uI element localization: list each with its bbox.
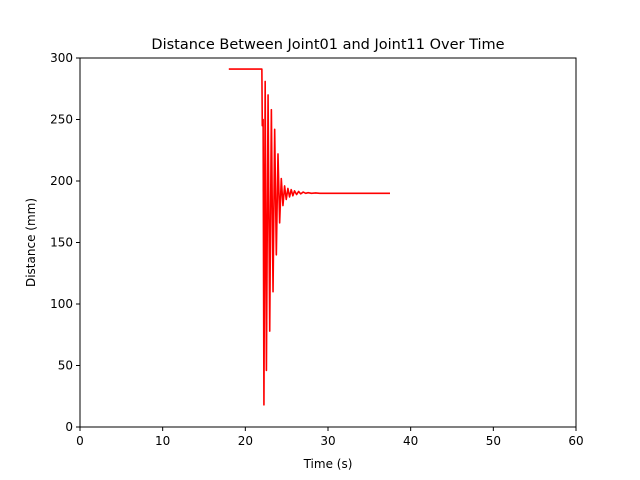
y-tick-label: 50 bbox=[58, 359, 73, 373]
x-tick-label: 60 bbox=[568, 434, 583, 448]
plot-area bbox=[79, 57, 577, 428]
y-axis-label: Distance (mm) bbox=[24, 198, 38, 287]
series-line-0 bbox=[228, 68, 390, 406]
y-tick-label: 150 bbox=[50, 236, 73, 250]
y-tick-label: 300 bbox=[50, 51, 73, 65]
y-tick-label: 250 bbox=[50, 113, 73, 127]
x-tick-label: 20 bbox=[238, 434, 253, 448]
y-tick-label: 0 bbox=[65, 420, 73, 434]
x-axis-ticks: 0 10 20 30 40 50 60 bbox=[76, 427, 584, 448]
x-axis-label: Time (s) bbox=[303, 457, 353, 471]
x-tick-label: 0 bbox=[76, 434, 84, 448]
y-axis-ticks: 0 50 100 150 200 250 300 bbox=[50, 51, 80, 434]
y-tick-label: 100 bbox=[50, 297, 73, 311]
series-layer bbox=[228, 68, 390, 406]
x-tick-label: 50 bbox=[486, 434, 501, 448]
chart-title: Distance Between Joint01 and Joint11 Ove… bbox=[151, 37, 504, 53]
axes-frame bbox=[79, 57, 577, 428]
x-tick-label: 40 bbox=[403, 434, 418, 448]
x-tick-label: 30 bbox=[320, 434, 335, 448]
x-tick-label: 10 bbox=[155, 434, 170, 448]
y-tick-label: 200 bbox=[50, 174, 73, 188]
